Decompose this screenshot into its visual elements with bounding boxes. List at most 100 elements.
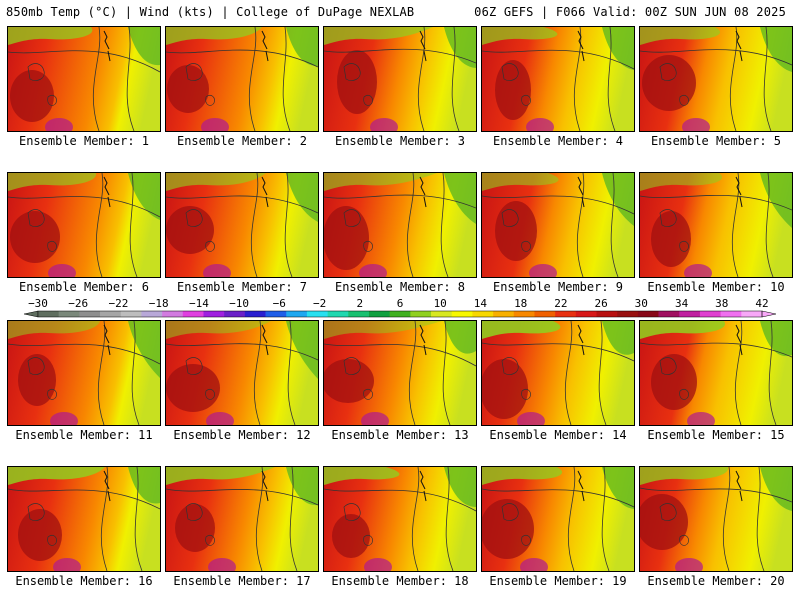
colorbar-tick-label: 2 [356,297,363,310]
temperature-field-map [324,321,476,425]
colorbar-tick-label: 38 [715,297,728,310]
colorbar-swatch [637,311,659,317]
colorbar-swatch [472,311,494,317]
ensemble-map-panel [481,172,635,278]
colorbar-swatch [100,311,122,317]
ensemble-member-label: Ensemble Member: 13 [331,428,469,442]
ensemble-map-panel [7,320,161,426]
colorbar-swatch [431,311,453,317]
colorbar-tick-label: 14 [474,297,488,310]
colorbar-left-arrow [23,310,39,318]
colorbar-swatch [658,311,680,317]
ensemble-member-label: Ensemble Member: 17 [173,574,311,588]
temperature-field-map [640,321,792,425]
ensemble-map-panel [165,466,319,572]
temperature-field-map [482,27,634,131]
ensemble-member-label: Ensemble Member: 12 [173,428,311,442]
colorbar-tick-label: 6 [397,297,404,310]
colorbar-tick-label: −18 [149,297,169,310]
colorbar-tick-label: 22 [554,297,567,310]
colorbar-swatch [410,311,432,317]
temperature-field-map [640,27,792,131]
ensemble-member-label: Ensemble Member: 2 [176,134,308,148]
colorbar-swatch [203,311,225,317]
colorbar-tick-label: 30 [635,297,648,310]
colorbar-swatch [348,311,370,317]
colorbar-swatch [389,311,411,317]
temperature-field-map [8,27,160,131]
temperature-field-map [166,27,318,131]
temperature-field-map [166,467,318,571]
colorbar-tick-label: −22 [108,297,128,310]
colorbar-swatch [534,311,556,317]
temperature-field-map [166,173,318,277]
ensemble-map-panel [639,466,793,572]
colorbar-swatch [368,311,390,317]
ensemble-map-panel [323,26,477,132]
ensemble-map-panel [481,320,635,426]
ensemble-member-label: Ensemble Member: 16 [15,574,153,588]
colorbar-tick-label: −10 [229,297,249,310]
ensemble-map-panel [323,320,477,426]
temperature-field-map [324,27,476,131]
ensemble-member-label: Ensemble Member: 11 [15,428,153,442]
colorbar-tick-label: 42 [755,297,768,310]
model-run-info: 06Z GEFS | F066 Valid: 00Z SUN JUN 08 20… [474,5,786,19]
colorbar-swatch [555,311,577,317]
colorbar-swatch [513,311,535,317]
temperature-field-map [324,467,476,571]
ensemble-map-panel [165,320,319,426]
ensemble-member-label: Ensemble Member: 6 [18,280,150,294]
colorbar-swatch [306,311,328,317]
temperature-field-map [166,321,318,425]
ensemble-member-label: Ensemble Member: 1 [18,134,150,148]
ensemble-map-panel [639,172,793,278]
ensemble-map-panel [165,26,319,132]
temperature-field-map [482,173,634,277]
ensemble-member-label: Ensemble Member: 18 [331,574,469,588]
colorbar-swatch [244,311,266,317]
ensemble-map-panel [481,26,635,132]
colorbar-swatch [286,311,308,317]
colorbar-swatch [120,311,142,317]
ensemble-member-label: Ensemble Member: 15 [647,428,785,442]
temperature-field-map [482,321,634,425]
ensemble-member-label: Ensemble Member: 3 [334,134,466,148]
colorbar-swatch [741,311,763,317]
temperature-field-map [324,173,476,277]
colorbar-swatch [224,311,246,317]
colorbar-tick-label: 10 [434,297,447,310]
ensemble-map-panel [7,466,161,572]
colorbar-swatch [79,311,101,317]
ensemble-member-label: Ensemble Member: 5 [650,134,782,148]
ensemble-member-label: Ensemble Member: 19 [489,574,627,588]
colorbar-tick-label: −6 [273,297,286,310]
ensemble-map-panel [7,172,161,278]
temperature-field-map [482,467,634,571]
colorbar-tick-label: −26 [68,297,88,310]
ensemble-map-panel [323,172,477,278]
ensemble-map-panel [481,466,635,572]
ensemble-member-label: Ensemble Member: 20 [647,574,785,588]
colorbar-swatch [596,311,618,317]
colorbar-tick-label: 18 [514,297,527,310]
colorbar-swatch [162,311,184,317]
colorbar-swatch [265,311,287,317]
temperature-field-map [640,173,792,277]
colorbar-swatch [141,311,163,317]
colorbar-tick-label: 34 [675,297,689,310]
colorbar-swatch [38,311,59,317]
ensemble-member-label: Ensemble Member: 10 [647,280,785,294]
colorbar-swatch [451,311,473,317]
colorbar-swatch [679,311,701,317]
colorbar-swatch [327,311,349,317]
colorbar-tick-label: −14 [189,297,209,310]
temperature-field-map [8,467,160,571]
ensemble-map-panel [639,320,793,426]
colorbar-tick-label: −2 [313,297,326,310]
colorbar-swatch [58,311,80,317]
colorbar-swatch [182,311,204,317]
ensemble-map-panel [639,26,793,132]
colorbar-outline [37,310,763,318]
ensemble-map-panel [165,172,319,278]
